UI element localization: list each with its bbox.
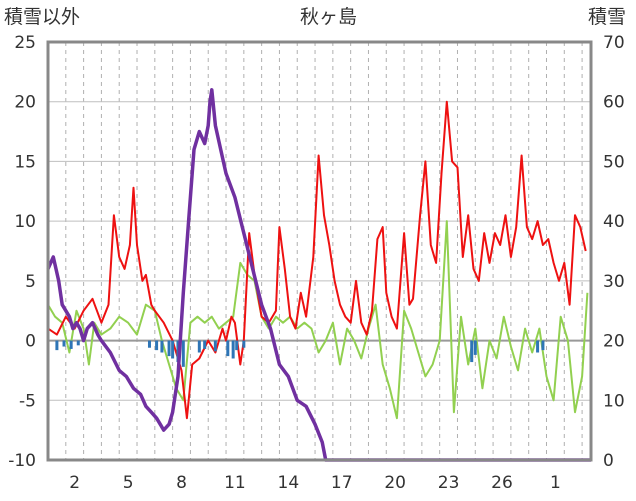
series-blue-bar bbox=[235, 340, 239, 351]
plot-frame bbox=[46, 40, 593, 462]
series-red-line bbox=[47, 100, 587, 420]
left-tick-label: 20 bbox=[14, 93, 36, 113]
series-blue-bar bbox=[470, 340, 474, 363]
series-blue-bar bbox=[167, 340, 171, 357]
series-blue-bar bbox=[242, 340, 246, 348]
series-blue-bar bbox=[160, 340, 164, 353]
series-blue-bar bbox=[55, 340, 59, 351]
series-blue-bar bbox=[69, 340, 73, 349]
chart-title: 秋ヶ島 bbox=[300, 6, 358, 28]
series-blue-bar bbox=[536, 340, 540, 353]
series-blue-bar bbox=[213, 340, 217, 352]
x-tick-label: 11 bbox=[224, 473, 246, 493]
series-blue-bar bbox=[203, 340, 207, 349]
right-tick-label: 10 bbox=[603, 391, 625, 411]
x-tick-label: 5 bbox=[123, 473, 134, 493]
x-tick-label: 8 bbox=[176, 473, 187, 493]
right-tick-label: 20 bbox=[603, 332, 625, 352]
left-tick-label: 15 bbox=[14, 152, 36, 172]
left-tick-label: 0 bbox=[25, 332, 36, 352]
series-green-line bbox=[47, 220, 589, 420]
series-blue-bar bbox=[197, 340, 201, 353]
series-blue-bar bbox=[155, 340, 159, 351]
series-blue-bar bbox=[181, 340, 185, 367]
series-blue-bar bbox=[62, 340, 66, 347]
x-tick-label: 17 bbox=[331, 473, 353, 493]
x-tick-label: 1 bbox=[550, 473, 561, 493]
x-tick-label: 20 bbox=[384, 473, 406, 493]
series-layer bbox=[46, 88, 591, 462]
series-blue-bar bbox=[171, 340, 175, 359]
series-blue-bar bbox=[226, 340, 230, 357]
left-tick-label: 10 bbox=[14, 212, 36, 232]
right-axis-title: 積雪 bbox=[588, 6, 627, 28]
x-tick-label: 26 bbox=[491, 473, 513, 493]
x-tick-label: 2 bbox=[69, 473, 80, 493]
series-blue-bar bbox=[231, 340, 235, 359]
series-blue-bar bbox=[76, 340, 80, 346]
right-tick-label: 60 bbox=[603, 93, 625, 113]
left-axis-title: 積雪以外 bbox=[4, 6, 81, 28]
x-tick-label: 23 bbox=[438, 473, 460, 493]
left-tick-label: 5 bbox=[25, 272, 36, 292]
series-blue-bar bbox=[541, 340, 545, 351]
x-tick-label: 14 bbox=[278, 473, 300, 493]
right-tick-label: 70 bbox=[603, 33, 625, 53]
left-tick-label: 25 bbox=[14, 33, 36, 53]
right-tick-label: 30 bbox=[603, 272, 625, 292]
series-purple-line bbox=[46, 88, 591, 462]
left-tick-label: -10 bbox=[8, 451, 36, 471]
left-tick-label: -5 bbox=[19, 391, 36, 411]
right-tick-label: 50 bbox=[603, 152, 625, 172]
series-blue-bar bbox=[147, 340, 151, 348]
right-tick-label: 0 bbox=[603, 451, 614, 471]
right-tick-label: 40 bbox=[603, 212, 625, 232]
series-blue-bar bbox=[473, 340, 477, 355]
